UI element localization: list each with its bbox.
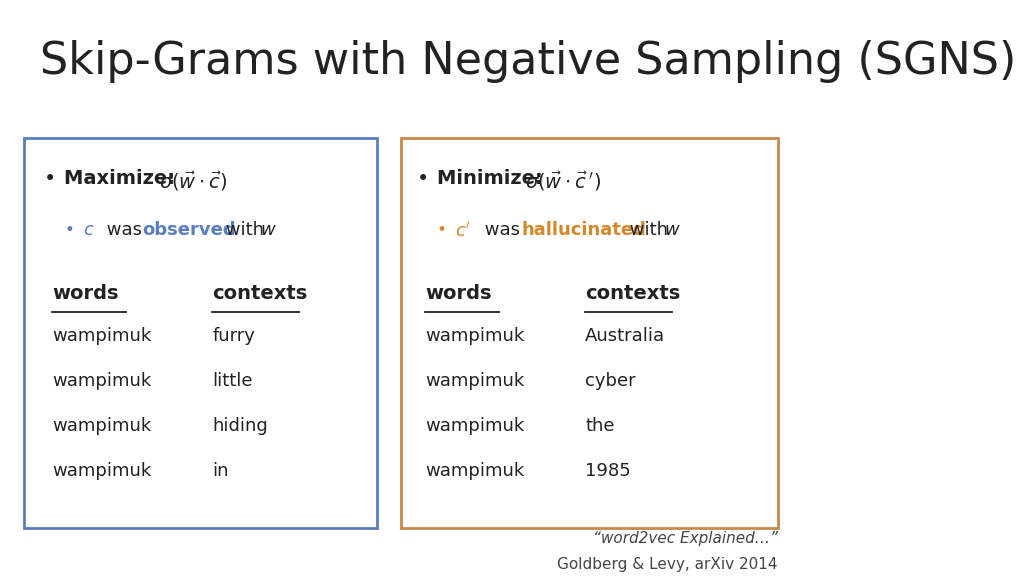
Text: in: in [212, 462, 229, 480]
Text: wampimuk: wampimuk [52, 372, 152, 390]
Text: with: with [624, 221, 674, 239]
Text: $\sigma(\vec{w} \cdot \vec{c}\,')$: $\sigma(\vec{w} \cdot \vec{c}\,')$ [525, 169, 601, 192]
Text: Skip-Grams with Negative Sampling (SGNS): Skip-Grams with Negative Sampling (SGNS) [40, 40, 1017, 83]
Text: hallucinated: hallucinated [521, 221, 646, 239]
Text: •: • [65, 221, 74, 239]
Text: furry: furry [212, 327, 255, 346]
Text: contexts: contexts [586, 285, 681, 304]
Text: wampimuk: wampimuk [425, 372, 524, 390]
Text: was: was [101, 221, 147, 239]
Text: •: • [417, 169, 429, 190]
Text: •: • [44, 169, 56, 190]
Text: wampimuk: wampimuk [425, 462, 524, 480]
Text: wampimuk: wampimuk [52, 417, 152, 435]
Text: wampimuk: wampimuk [425, 417, 524, 435]
Text: 1985: 1985 [586, 462, 631, 480]
Text: was: was [479, 221, 526, 239]
Text: with: with [220, 221, 269, 239]
Text: $c'$: $c'$ [456, 221, 471, 240]
Text: the: the [586, 417, 614, 435]
Text: contexts: contexts [212, 285, 307, 304]
Text: wampimuk: wampimuk [425, 327, 524, 346]
Text: $w$: $w$ [664, 221, 681, 239]
Text: words: words [425, 285, 492, 304]
Text: cyber: cyber [586, 372, 636, 390]
Text: Goldberg & Levy, arXiv 2014: Goldberg & Levy, arXiv 2014 [557, 557, 777, 572]
Text: hiding: hiding [212, 417, 268, 435]
Text: wampimuk: wampimuk [52, 462, 152, 480]
Text: words: words [52, 285, 119, 304]
Text: wampimuk: wampimuk [52, 327, 152, 346]
Text: $w$: $w$ [260, 221, 276, 239]
Text: Australia: Australia [586, 327, 666, 346]
Text: Maximize:: Maximize: [65, 169, 182, 188]
Text: little: little [212, 372, 253, 390]
Text: Minimize:: Minimize: [437, 169, 550, 188]
Text: •: • [437, 221, 446, 239]
Text: “word2vec Explained…”: “word2vec Explained…” [593, 531, 777, 546]
Text: $c$: $c$ [83, 221, 94, 239]
Text: observed: observed [142, 221, 237, 239]
Text: $\sigma(\vec{w} \cdot \vec{c})$: $\sigma(\vec{w} \cdot \vec{c})$ [159, 169, 227, 192]
